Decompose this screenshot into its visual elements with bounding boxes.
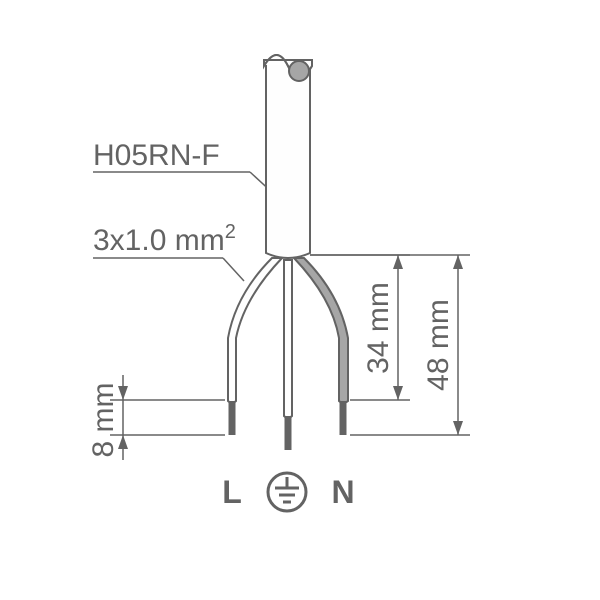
cross-section-label: 3x1.0 mm2: [93, 221, 236, 257]
dim-8mm: 8 mm: [87, 375, 225, 460]
conductors: [228, 258, 348, 418]
dim-8mm-text: 8 mm: [87, 383, 120, 458]
label-N: N: [331, 474, 354, 510]
dim-34mm-text: 34 mm: [362, 282, 395, 374]
ground-icon: [268, 473, 306, 511]
cable-sheath: [264, 55, 312, 258]
label-L: L: [222, 474, 242, 510]
cable-type-label: H05RN-F: [93, 139, 220, 172]
cross-section-text: 3x1.0 mm: [93, 224, 225, 257]
cross-section-sup: 2: [225, 221, 236, 243]
dim-48mm-text: 48 mm: [422, 299, 455, 391]
dim-34mm: 34 mm: [310, 255, 410, 400]
